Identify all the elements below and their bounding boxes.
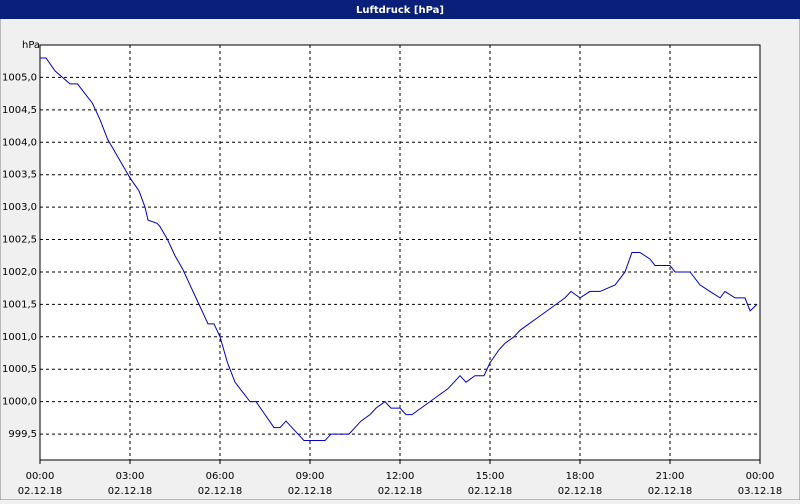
- x-tick-label: 15:00: [476, 471, 505, 482]
- y-tick-label: 1000,0: [2, 397, 37, 408]
- y-tick-label: 1004,0: [2, 137, 37, 148]
- x-tick-date: 02.12.18: [18, 486, 63, 497]
- x-tick-date: 02.12.18: [558, 486, 603, 497]
- y-tick-label: 1000,5: [2, 364, 37, 375]
- x-tick-label: 21:00: [656, 471, 685, 482]
- x-tick-date: 02.12.18: [378, 486, 423, 497]
- x-tick-date: 02.12.18: [288, 486, 333, 497]
- y-tick-label: 1004,5: [2, 105, 37, 116]
- x-tick-label: 00:00: [746, 471, 775, 482]
- y-tick-label: 1002,5: [2, 235, 37, 246]
- line: [40, 57, 758, 442]
- x-tick-label: 09:00: [296, 471, 325, 482]
- chart-title: Luftdruck [hPa]: [356, 5, 444, 16]
- x-tick-label: 03:00: [116, 471, 145, 482]
- y-unit: hPa: [22, 40, 40, 51]
- x-tick-label: 00:00: [26, 471, 55, 482]
- y-tick-label: 1001,0: [2, 332, 37, 343]
- x-tick-date: 02.12.18: [648, 486, 693, 497]
- y-tick-label: 1001,5: [2, 299, 37, 310]
- x-tick-date: 02.12.18: [108, 486, 153, 497]
- x-tick-date: 02.12.18: [468, 486, 513, 497]
- y-tick-label: 1005,0: [2, 72, 37, 83]
- x-tick-label: 06:00: [206, 471, 235, 482]
- title-bar: [0, 0, 800, 19]
- x-tick-date: 03.12.18: [738, 486, 783, 497]
- x-tick-label: 12:00: [386, 471, 415, 482]
- y-tick-label: 1002,0: [2, 267, 37, 278]
- x-tick-date: 02.12.18: [198, 486, 243, 497]
- y-tick-label: 999,5: [8, 429, 37, 440]
- y-tick-label: 1003,0: [2, 202, 37, 213]
- x-tick-label: 18:00: [566, 471, 595, 482]
- y-tick-label: 1003,5: [2, 170, 37, 181]
